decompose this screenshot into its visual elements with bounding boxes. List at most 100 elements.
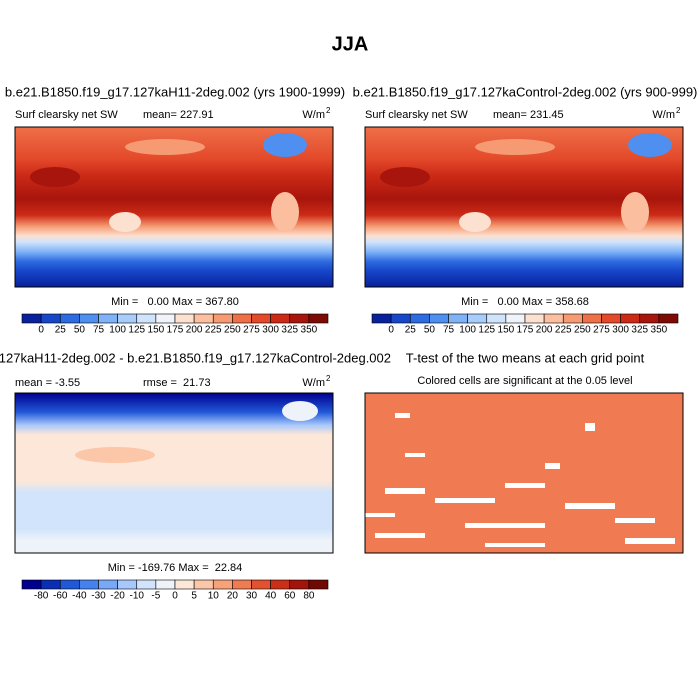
map-panel [14, 392, 334, 554]
colorbar-label: 225 [205, 325, 222, 336]
panel-title: b.e21.B1850.f19_g17.127kaH11-2deg.002 (y… [5, 84, 345, 99]
tropic-diff [75, 447, 155, 463]
colorbar-label: 250 [574, 325, 591, 336]
colorbar-label: -30 [91, 591, 106, 602]
insignificant-cells [615, 518, 655, 523]
panel-title: T-test of the two means at each grid poi… [406, 350, 645, 365]
colorbar-box [289, 579, 310, 590]
map-field [15, 393, 333, 553]
colorbar-label: 325 [281, 325, 298, 336]
colorbar-box [582, 313, 602, 324]
colorbar-label: 175 [517, 325, 534, 336]
insignificant-cells [545, 463, 560, 469]
colorbar-label: 10 [208, 591, 220, 602]
colorbar-label: 100 [109, 325, 126, 336]
colorbar-label: 150 [498, 325, 515, 336]
insignificant-cells [435, 498, 495, 503]
colorbar-box [562, 313, 583, 324]
panel-subtitle: Colored cells are significant at the 0.0… [417, 375, 632, 387]
colorbar-box [308, 313, 329, 324]
colorbar-box [21, 579, 42, 590]
units-sup: 2 [326, 374, 331, 383]
min-max: Min = -169.76 Max = 22.84 [108, 562, 243, 574]
colorbar-box [174, 313, 195, 324]
colorbar-box [59, 313, 80, 324]
colorbar-label: 25 [405, 325, 417, 336]
colorbar-label: 275 [593, 325, 610, 336]
colorbar-box [232, 313, 252, 324]
colorbar-box [212, 313, 233, 324]
colorbar-label: 125 [128, 325, 145, 336]
colorbar-box [212, 579, 233, 590]
insignificant-cells [585, 423, 595, 431]
colorbar-box [98, 579, 118, 590]
colorbar-label: 0 [38, 325, 44, 336]
insignificant-cells [565, 503, 615, 509]
insignificant-cells [405, 453, 425, 457]
colorbar-box [270, 579, 291, 590]
colorbar-label: 50 [424, 325, 436, 336]
colorbar-box [371, 313, 392, 324]
left-label: Surf clearsky net SW [15, 109, 118, 121]
map-frame [14, 126, 334, 288]
colorbar-box [601, 313, 621, 324]
colorbar-box [448, 313, 468, 324]
units: W/m [302, 377, 325, 389]
greenland-low [263, 133, 307, 157]
insignificant-cells [465, 523, 545, 528]
colorbar-label: 25 [55, 325, 67, 336]
colorbar-box [21, 313, 42, 324]
colorbar-label: 75 [443, 325, 455, 336]
min-max: Min = 0.00 Max = 358.68 [461, 296, 589, 308]
colorbar-label: -60 [53, 591, 68, 602]
colorbar-box [486, 313, 507, 324]
map-frame [14, 392, 334, 554]
colorbar-box [658, 313, 679, 324]
colorbar-box [136, 579, 157, 590]
center-label: rmse = 21.73 [143, 377, 211, 389]
colorbar-box [136, 313, 157, 324]
colorbar-box [270, 313, 291, 324]
colorbar-label: 5 [191, 591, 197, 602]
colorbar-label: -5 [151, 591, 160, 602]
insignificant-cells [625, 538, 675, 544]
colorbar-box [251, 579, 271, 590]
min-max: Min = 0.00 Max = 367.80 [111, 296, 239, 308]
colorbar-label: 200 [536, 325, 553, 336]
units-sup: 2 [676, 106, 681, 115]
colorbar-label: 20 [227, 591, 239, 602]
center-label: mean= 231.45 [493, 109, 564, 121]
map-field [365, 393, 683, 553]
colorbar-label: 175 [167, 325, 184, 336]
colorbar-box [117, 313, 138, 324]
insignificant-cells [395, 413, 410, 418]
colorbar-box [155, 579, 176, 590]
insignificant-cells [485, 543, 545, 547]
map-panel [14, 126, 334, 288]
units-sup: 2 [326, 106, 331, 115]
colorbar-label: 275 [243, 325, 260, 336]
insignificant-cells [375, 533, 425, 538]
colorbar-label: 200 [186, 325, 203, 336]
colorbar-box [232, 579, 252, 590]
colorbar-box [193, 313, 214, 324]
colorbar-box [174, 579, 195, 590]
insignificant-cells [385, 488, 425, 494]
units: W/m [302, 109, 325, 121]
units: W/m [652, 109, 675, 121]
colorbar-label: 80 [303, 591, 315, 602]
figure-title: JJA [332, 33, 369, 55]
colorbar-label: 150 [148, 325, 165, 336]
sahara-high [30, 167, 80, 187]
colorbar-box [79, 313, 99, 324]
colorbar-box [524, 313, 545, 324]
colorbar-box [429, 313, 449, 324]
colorbar-label: -20 [110, 591, 125, 602]
colorbar-box [639, 313, 660, 324]
colorbar-label: 350 [651, 325, 668, 336]
center-label: mean= 227.91 [143, 109, 214, 121]
colorbar-box [155, 313, 176, 324]
colorbar-label: 300 [612, 325, 629, 336]
colorbar-label: 40 [265, 591, 277, 602]
colorbar-label: 300 [262, 325, 279, 336]
